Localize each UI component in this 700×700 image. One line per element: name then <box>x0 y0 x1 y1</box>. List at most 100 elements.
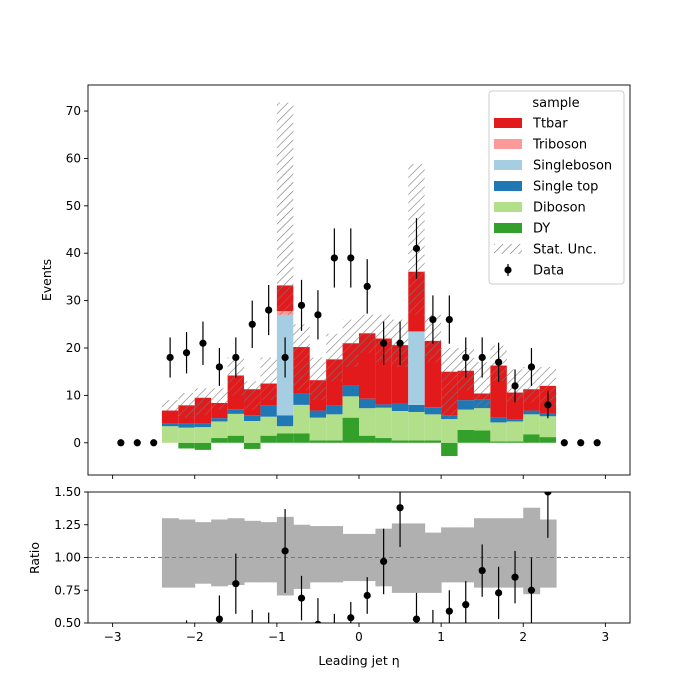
data-point <box>544 401 552 409</box>
ratio-point <box>445 607 453 615</box>
ratio-point <box>281 547 289 555</box>
data-point <box>150 439 158 447</box>
bar-single-top <box>523 410 540 415</box>
data-point <box>232 353 240 362</box>
bar-dy <box>457 429 474 443</box>
ratio-point <box>478 567 486 575</box>
bar-dy <box>244 442 261 449</box>
ratio-point <box>462 601 470 609</box>
data-point <box>462 353 470 362</box>
ratio-point <box>412 615 421 623</box>
ratio-unc-band <box>227 518 245 586</box>
stat-unc-band <box>178 393 195 418</box>
ratio-unc-band <box>309 526 327 583</box>
ratio-point <box>527 586 536 594</box>
y-tick-label: 20 <box>66 341 81 355</box>
y-tick-label: 0 <box>73 436 81 450</box>
y-tick-label: 40 <box>66 246 81 260</box>
ratio-point <box>232 580 240 588</box>
bar-diboson <box>523 414 540 435</box>
ratio-point <box>380 557 388 566</box>
bar-diboson <box>359 408 376 436</box>
bar-single-top <box>391 403 409 412</box>
bar-single-top <box>161 423 179 427</box>
data-point <box>527 363 536 371</box>
data-point <box>166 353 174 362</box>
bar-dy <box>227 435 245 443</box>
y-tick-label: 30 <box>66 294 81 308</box>
bar-dy <box>490 441 507 443</box>
x-tick-label: −1 <box>268 630 286 644</box>
bar-diboson <box>391 411 409 441</box>
stat-unc-band <box>211 388 228 410</box>
ratio-unc-band <box>244 520 261 583</box>
x-axis-label: Leading jet η <box>318 653 399 668</box>
bar-single-top <box>293 393 310 405</box>
legend-dy-label: DY <box>533 222 550 237</box>
legend-single-top-label: Single top <box>533 180 598 195</box>
bar-dy <box>194 442 212 450</box>
bar-single-top <box>309 410 327 418</box>
bar-single-top <box>457 400 474 410</box>
bar-single-top <box>227 409 245 414</box>
bar-diboson <box>490 422 507 442</box>
bar-diboson <box>506 421 524 442</box>
ratio-panel: 0.50 0.75 1.00 1.25 1.50 −3 −2 −1 0 1 2 3 Ratio Le… <box>27 485 631 668</box>
ratio-unc-band <box>326 526 344 583</box>
ratio-point <box>396 504 404 512</box>
y-tick-label: 50 <box>66 199 81 213</box>
bar-single-top <box>359 398 376 409</box>
data-point <box>182 349 191 357</box>
bar-diboson <box>424 414 442 441</box>
bar-diboson <box>473 408 491 431</box>
ratio-y-tick-label: 0.50 <box>54 616 81 630</box>
ratio-point <box>544 492 552 496</box>
data-point <box>560 439 568 447</box>
bar-single-top <box>408 404 425 412</box>
bar-diboson <box>293 404 310 434</box>
ratio-point <box>429 633 436 640</box>
ratio-point <box>297 594 306 602</box>
y-tick-label: 70 <box>66 104 81 118</box>
bar-dy <box>506 441 524 443</box>
bar-dy <box>178 442 195 449</box>
bar-single-top <box>506 419 524 422</box>
ratio-point <box>363 591 371 600</box>
legend-box <box>488 90 625 285</box>
bar-single-top <box>244 415 261 421</box>
data-point <box>363 282 371 290</box>
bar-single-top <box>375 404 392 408</box>
bar-diboson <box>260 416 277 436</box>
ratio-unc-band <box>523 507 541 595</box>
bar-dy <box>211 438 228 443</box>
ratio-unc-band <box>408 523 426 593</box>
bar-dy <box>342 417 359 443</box>
bar-diboson <box>408 411 425 441</box>
bar-diboson <box>309 417 327 441</box>
bar-dy <box>375 438 392 443</box>
ratio-unc-band <box>211 519 229 587</box>
bar-diboson <box>539 416 557 438</box>
stat-unc-band <box>276 102 294 315</box>
ratio-unc-band <box>490 518 508 588</box>
stat-unc-band <box>342 319 359 367</box>
legend-diboson-swatch <box>494 202 522 212</box>
stat-unc-band <box>161 400 179 411</box>
data-point <box>478 353 486 362</box>
bar-singleboson <box>408 331 425 405</box>
main-y-axis-label: Events <box>39 259 54 301</box>
data-point <box>412 244 421 253</box>
bar-dy <box>408 440 425 443</box>
ratio-unc-band <box>161 518 179 588</box>
bar-single-top <box>326 405 343 415</box>
legend-data-label: Data <box>533 264 564 279</box>
x-tick-label: −2 <box>186 630 204 644</box>
legend-title: sample <box>532 96 579 111</box>
data-point <box>281 353 289 362</box>
stat-unc-band <box>194 388 212 416</box>
legend-singleboson-swatch <box>494 160 522 170</box>
data-point <box>495 358 503 366</box>
bar-diboson <box>211 421 228 439</box>
stat-unc-band <box>309 357 327 401</box>
